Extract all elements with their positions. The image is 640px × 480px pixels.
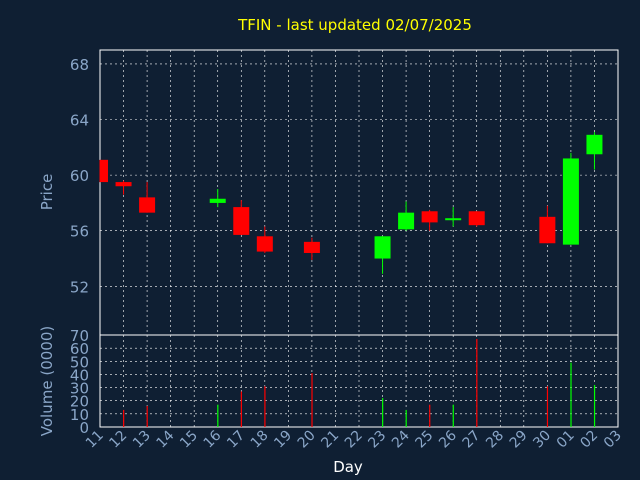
volume-tick-label: 50 [70, 353, 89, 371]
volume-bar [264, 386, 266, 427]
volume-bar [429, 404, 431, 427]
volume-tick-label: 30 [70, 380, 89, 398]
candle-body [562, 158, 579, 245]
x-axis-ticks: 11 12 13 14 15 16 17 18 19 20 21 22 23 24 25 26 27 28 29 30… [83, 427, 625, 451]
price-grid [100, 50, 618, 335]
volume-bar [311, 373, 313, 427]
candle-body [539, 216, 556, 244]
price-axis-label: Price [38, 174, 56, 211]
volume-bar [452, 404, 454, 427]
volume-bar [593, 384, 596, 427]
volume-tick-label: 0 [79, 419, 89, 437]
price-axis-ticks: 52 56 60 64 68 [70, 56, 89, 296]
candle-body [586, 134, 603, 155]
candle-body [233, 207, 250, 235]
price-tick-label: 64 [70, 112, 89, 130]
candle-body [139, 197, 156, 213]
candle-body [209, 198, 226, 203]
volume-bar [382, 398, 384, 427]
candlesticks [99, 132, 603, 274]
candle-body [256, 236, 273, 252]
volume-bar [570, 362, 572, 427]
candle-body [468, 211, 485, 226]
volume-bar [476, 338, 478, 427]
price-tick-label: 60 [70, 167, 89, 185]
candle-body [100, 159, 108, 183]
volume-bar [123, 409, 125, 427]
volume-panel-frame [99, 334, 619, 428]
volume-bar [217, 404, 219, 427]
volume-tick-label: 10 [70, 406, 89, 424]
chart-title: TFIN - last updated 02/07/2025 [237, 16, 472, 34]
volume-tick-label: 40 [70, 366, 89, 384]
candle-body [398, 212, 415, 230]
price-tick-label: 56 [70, 223, 89, 241]
price-tick-label: 68 [70, 56, 89, 74]
candle-body [445, 218, 462, 221]
volume-bar [240, 391, 242, 427]
candle-body [421, 211, 438, 223]
candle-body [115, 182, 132, 187]
volume-tick-label: 60 [70, 340, 89, 358]
volume-bar [405, 409, 407, 427]
price-tick-label: 52 [70, 278, 89, 296]
candle-body [303, 241, 320, 253]
volume-bar [546, 386, 549, 427]
volume-tick-label: 20 [70, 393, 89, 411]
volume-bar [146, 405, 148, 427]
volume-tick-label: 70 [70, 327, 89, 345]
volume-bars [123, 338, 596, 427]
volume-axis-label: Volume (0000) [38, 326, 56, 436]
x-axis-label: Day [333, 458, 363, 476]
candle-body [374, 236, 391, 259]
